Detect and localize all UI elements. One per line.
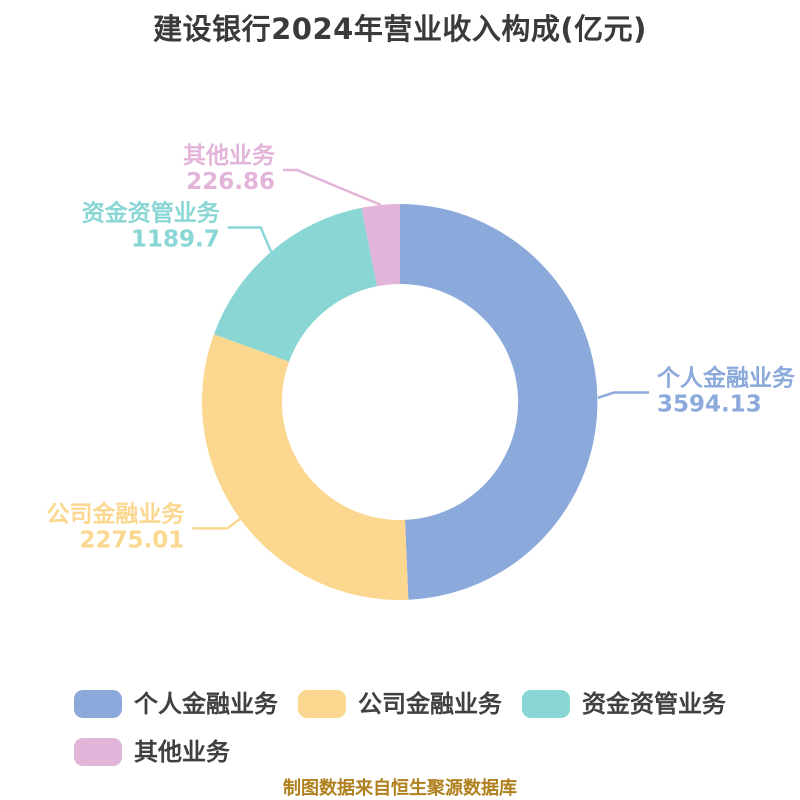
pie-slice-1[interactable] — [201, 334, 409, 600]
pie-slice-0[interactable] — [400, 204, 598, 600]
legend-label-0: 个人金融业务 — [134, 690, 278, 718]
chart-title: 建设银行2024年营业收入构成(亿元) — [153, 12, 647, 46]
legend-swatch-2 — [522, 690, 570, 718]
legend-item-1[interactable]: 公司金融业务 — [298, 690, 502, 718]
slice-label-0: 个人金融业务 3594.13 — [657, 365, 796, 418]
legend-label-1: 公司金融业务 — [358, 690, 502, 718]
slice-label-2: 资金资管业务 1189.7 — [82, 200, 221, 253]
legend-label-2: 资金资管业务 — [582, 690, 726, 718]
slice-label-3: 其他业务 226.86 — [183, 143, 276, 195]
data-source-note: 制图数据来自恒生聚源数据库 — [283, 778, 517, 799]
legend-swatch-3 — [74, 738, 122, 766]
legend-item-3[interactable]: 其他业务 — [74, 738, 230, 766]
legend-swatch-1 — [298, 690, 346, 718]
slice-label-1: 公司金融业务 2275.01 — [46, 500, 185, 553]
label-line-1 — [192, 517, 241, 530]
legend-item-0[interactable]: 个人金融业务 — [74, 690, 278, 718]
legend: 个人金融业务 公司金融业务 资金资管业务其他业务 — [74, 690, 726, 766]
legend-swatch-0 — [74, 690, 122, 718]
label-line-2 — [227, 226, 273, 253]
legend-label-3: 其他业务 — [134, 738, 230, 766]
legend-item-2[interactable]: 资金资管业务 — [522, 690, 726, 718]
label-line-0 — [597, 391, 649, 399]
pie-slice-2[interactable] — [213, 207, 378, 362]
pie-slice-3[interactable] — [361, 204, 401, 287]
label-line-3 — [283, 168, 382, 207]
